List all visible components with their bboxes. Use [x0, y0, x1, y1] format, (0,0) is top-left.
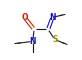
Text: S: S	[52, 35, 57, 44]
Text: O: O	[21, 13, 28, 22]
Text: N: N	[30, 37, 36, 46]
Text: N: N	[49, 13, 56, 22]
